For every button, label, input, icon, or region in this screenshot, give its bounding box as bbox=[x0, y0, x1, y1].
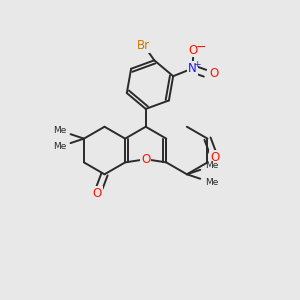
Text: O: O bbox=[92, 187, 102, 200]
Text: −: − bbox=[195, 40, 206, 53]
Text: O: O bbox=[209, 67, 218, 80]
Text: Me: Me bbox=[205, 161, 218, 170]
Text: Me: Me bbox=[53, 142, 66, 152]
Text: O: O bbox=[141, 153, 150, 166]
Text: N: N bbox=[188, 62, 197, 75]
Text: O: O bbox=[210, 151, 220, 164]
Text: O: O bbox=[188, 44, 198, 56]
Text: Br: Br bbox=[136, 39, 150, 52]
Text: Me: Me bbox=[205, 178, 218, 187]
Text: Me: Me bbox=[53, 126, 66, 135]
Text: +: + bbox=[193, 60, 200, 69]
